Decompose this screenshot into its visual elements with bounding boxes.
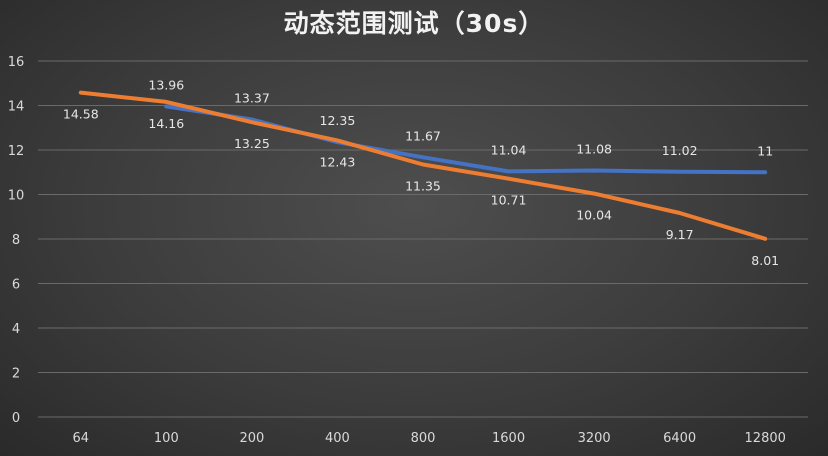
data-label-series-1: 13.96 [148,77,184,92]
data-label-series-1: 11.04 [491,142,527,157]
y-tick-label: 8 [12,233,20,248]
data-label-series-2: 10.04 [576,208,612,223]
data-label-series-1: 11.08 [576,141,612,156]
x-tick-label: 12800 [745,431,786,446]
y-tick-label: 4 [12,322,20,337]
data-label-series-2: 9.17 [666,227,694,242]
x-tick-label: 200 [239,431,264,446]
x-tick-label: 100 [154,431,179,446]
x-tick-label: 64 [73,431,90,446]
chart-title: 动态范围测试（30s） [283,9,545,38]
data-label-series-2: 8.01 [751,253,779,268]
y-tick-label: 2 [12,367,20,382]
y-tick-label: 16 [8,55,25,70]
data-label-series-2: 10.71 [491,193,527,208]
data-label-series-2: 12.43 [320,154,356,169]
y-tick-label: 0 [12,411,20,426]
y-tick-label: 6 [12,278,20,293]
y-tick-label: 14 [8,100,25,115]
data-label-series-1: 11.67 [405,128,441,143]
x-tick-label: 1600 [492,431,525,446]
y-tick-label: 10 [8,189,25,204]
data-label-series-2: 11.35 [405,178,441,193]
data-label-series-1: 11.02 [662,143,698,158]
data-label-series-1: 11 [757,143,773,158]
series-line-2 [78,90,768,241]
y-tick-label: 12 [8,144,25,159]
data-label-series-1: 13.37 [234,91,270,106]
x-tick-label: 6400 [663,431,696,446]
data-label-series-2: 13.25 [234,136,270,151]
x-tick-label: 800 [411,431,436,446]
data-label-series-1: 12.35 [320,113,356,128]
data-label-series-2: 14.58 [63,107,99,122]
x-tick-label: 400 [325,431,350,446]
data-label-series-2: 14.16 [148,116,184,131]
x-tick-label: 3200 [578,431,611,446]
